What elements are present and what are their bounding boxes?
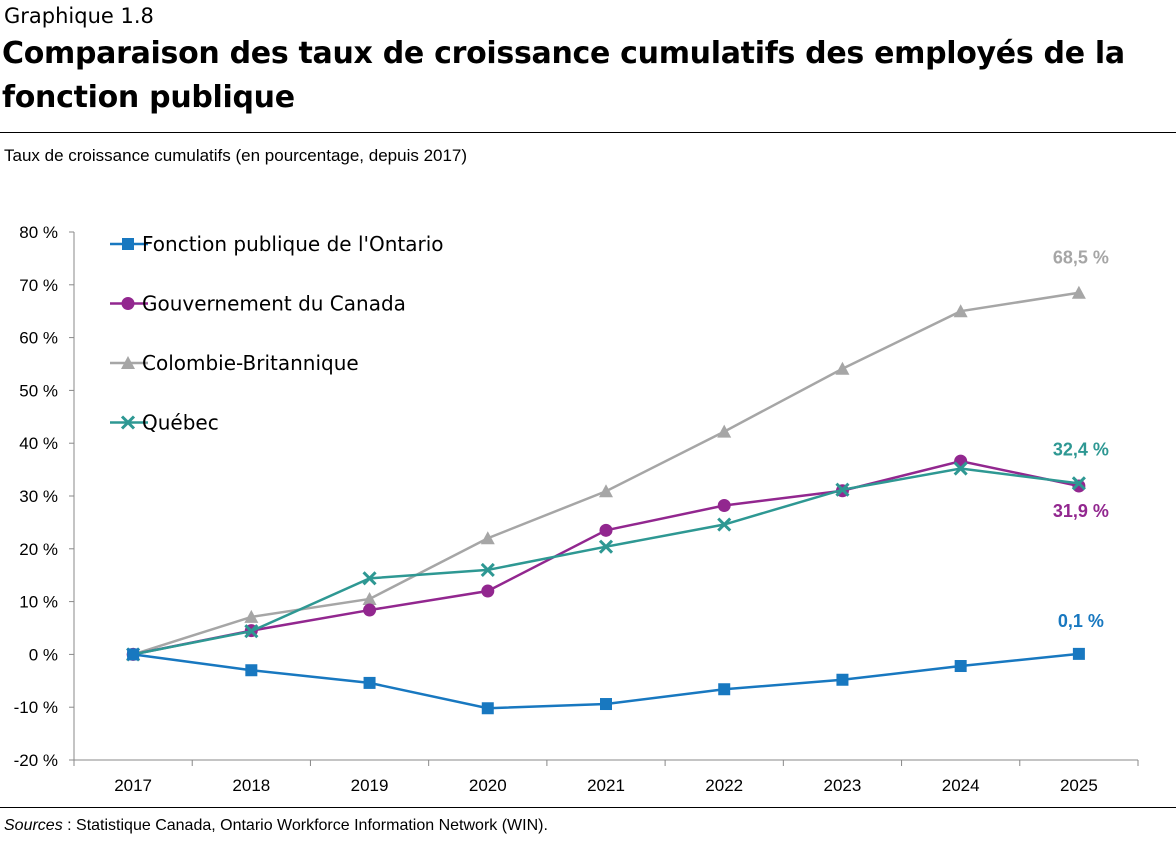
legend-label: Colombie-Britannique xyxy=(142,351,359,375)
chart-number: Graphique 1.8 xyxy=(4,4,154,28)
data-point xyxy=(954,660,967,673)
y-tick-label: 20 % xyxy=(19,540,58,559)
title-divider xyxy=(0,132,1176,133)
footer-divider xyxy=(0,807,1176,808)
data-point xyxy=(363,603,377,617)
legend-label: Gouvernement du Canada xyxy=(142,292,406,316)
data-point xyxy=(953,304,968,318)
data-label: 31,9 % xyxy=(1053,501,1109,521)
data-point xyxy=(480,531,495,545)
data-point xyxy=(481,584,495,598)
data-point xyxy=(717,499,731,513)
legend-label: Fonction publique de l'Ontario xyxy=(142,232,444,256)
data-label: 0,1 % xyxy=(1058,611,1104,631)
legend-marker xyxy=(121,297,135,310)
data-point xyxy=(836,673,849,686)
y-tick-label: 60 % xyxy=(19,329,58,348)
y-tick-label: 80 % xyxy=(19,223,58,242)
data-point xyxy=(953,461,968,476)
data-point xyxy=(362,571,377,586)
y-tick-label: 70 % xyxy=(19,276,58,295)
data-point xyxy=(599,523,613,537)
data-point xyxy=(717,424,732,438)
legend-marker xyxy=(121,356,135,369)
data-point xyxy=(127,648,140,661)
data-point xyxy=(599,484,613,498)
y-tick-label: 0 % xyxy=(29,645,58,664)
data-point xyxy=(244,609,259,623)
data-point xyxy=(244,624,259,639)
data-point xyxy=(362,591,377,605)
chart-title: Comparaison des taux de croissance cumul… xyxy=(2,36,1125,115)
data-point xyxy=(363,676,376,689)
legend-label: Québec xyxy=(142,411,219,435)
x-tick-label: 2019 xyxy=(351,776,389,795)
x-tick-label: 2025 xyxy=(1060,776,1098,795)
y-tick-label: 10 % xyxy=(19,593,58,612)
data-label: 68,5 % xyxy=(1053,248,1109,268)
x-tick-label: 2023 xyxy=(824,776,862,795)
data-point xyxy=(717,517,732,532)
y-tick-label: -10 % xyxy=(14,698,58,717)
data-point xyxy=(598,539,614,554)
legend-marker xyxy=(122,238,134,250)
y-tick-label: 40 % xyxy=(19,434,58,453)
sources-text: : Statistique Canada, Ontario Workforce … xyxy=(62,817,548,834)
data-point xyxy=(480,562,495,577)
x-tick-label: 2022 xyxy=(705,776,743,795)
data-point xyxy=(1071,476,1086,491)
x-tick-label: 2024 xyxy=(942,776,980,795)
data-point xyxy=(481,702,494,715)
x-tick-label: 2018 xyxy=(232,776,270,795)
sources-note: Sources : Statistique Canada, Ontario Wo… xyxy=(4,817,548,835)
x-tick-label: 2021 xyxy=(587,776,625,795)
data-point xyxy=(1072,647,1085,660)
data-point xyxy=(718,683,731,696)
y-tick-label: -20 % xyxy=(14,751,58,770)
x-tick-label: 2020 xyxy=(469,776,507,795)
data-point xyxy=(835,361,850,375)
data-point xyxy=(245,664,258,677)
data-label: 32,4 % xyxy=(1053,439,1109,459)
sources-label: Sources xyxy=(4,817,63,834)
data-point xyxy=(835,482,850,497)
y-tick-label: 30 % xyxy=(19,487,58,506)
x-tick-label: 2017 xyxy=(114,776,152,795)
chart-subtitle: Taux de croissance cumulatifs (en pource… xyxy=(4,146,468,165)
data-point xyxy=(600,698,612,711)
y-tick-label: 50 % xyxy=(19,381,58,400)
legend-marker xyxy=(120,415,136,430)
data-point xyxy=(1071,285,1086,299)
